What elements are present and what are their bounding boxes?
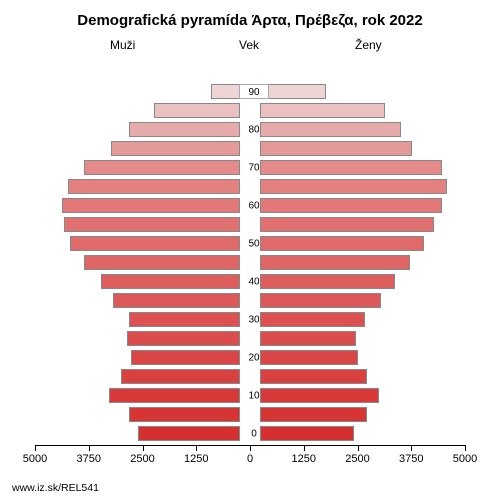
x-tick xyxy=(411,445,412,451)
male-bar xyxy=(62,198,240,213)
age-label: 30 xyxy=(244,314,264,325)
male-bar xyxy=(84,160,240,175)
male-bar xyxy=(129,312,240,327)
female-bar xyxy=(260,198,442,213)
pyramid-chart: 5000375025001250012502500375050000102030… xyxy=(35,55,465,450)
age-label: 20 xyxy=(244,352,264,363)
male-bar xyxy=(101,274,240,289)
male-bar xyxy=(68,179,240,194)
male-bar xyxy=(109,388,240,403)
female-bar xyxy=(260,293,381,308)
age-label: 60 xyxy=(244,200,264,211)
female-bar xyxy=(260,274,395,289)
chart-title: Demografická pyramída Άρτα, Πρέβεζα, rok… xyxy=(0,12,500,29)
age-label: 0 xyxy=(244,428,264,439)
x-tick-label: 3750 xyxy=(77,453,101,465)
age-label: 10 xyxy=(244,390,264,401)
age-label: 50 xyxy=(244,238,264,249)
source-footer: www.iz.sk/REL541 xyxy=(12,482,99,494)
x-tick xyxy=(143,445,144,451)
male-bar xyxy=(129,407,240,422)
male-bar xyxy=(111,141,240,156)
x-tick-label: 3750 xyxy=(399,453,423,465)
female-bar xyxy=(260,160,442,175)
female-bar xyxy=(260,369,367,384)
male-bar xyxy=(129,122,240,137)
female-bar xyxy=(260,122,401,137)
female-bar xyxy=(260,141,412,156)
male-column-label: Muži xyxy=(110,38,135,52)
x-tick-label: 2500 xyxy=(130,453,154,465)
x-tick xyxy=(35,445,36,451)
male-bar xyxy=(211,84,240,99)
age-label: 80 xyxy=(244,124,264,135)
female-column-label: Ženy xyxy=(355,38,382,52)
female-bar xyxy=(260,179,447,194)
age-label: 70 xyxy=(244,162,264,173)
x-tick xyxy=(304,445,305,451)
female-bar xyxy=(260,350,358,365)
female-bar xyxy=(260,407,367,422)
female-bar xyxy=(260,426,354,441)
x-tick xyxy=(358,445,359,451)
male-bar xyxy=(64,217,240,232)
male-bar xyxy=(84,255,240,270)
male-bar xyxy=(121,369,240,384)
male-bar xyxy=(154,103,240,118)
female-bar xyxy=(260,255,410,270)
x-tick-label: 1250 xyxy=(184,453,208,465)
x-tick-label: 2500 xyxy=(345,453,369,465)
male-bar xyxy=(131,350,240,365)
x-tick xyxy=(89,445,90,451)
x-tick-label: 0 xyxy=(247,453,253,465)
age-column-label: Vek xyxy=(239,38,259,52)
female-bar xyxy=(260,312,365,327)
female-bar xyxy=(260,388,379,403)
male-bar xyxy=(127,331,240,346)
age-label: 40 xyxy=(244,276,264,287)
x-tick-label: 1250 xyxy=(292,453,316,465)
x-tick-label: 5000 xyxy=(453,453,477,465)
x-tick-label: 5000 xyxy=(23,453,47,465)
x-tick xyxy=(196,445,197,451)
female-bar xyxy=(260,103,385,118)
female-bar xyxy=(260,331,356,346)
female-bar xyxy=(260,84,326,99)
x-tick xyxy=(250,445,251,451)
female-bar xyxy=(260,236,424,251)
male-bar xyxy=(70,236,240,251)
male-bar xyxy=(138,426,241,441)
x-tick xyxy=(465,445,466,451)
male-bar xyxy=(113,293,240,308)
female-bar xyxy=(260,217,434,232)
age-label-box: 90 xyxy=(239,84,269,99)
